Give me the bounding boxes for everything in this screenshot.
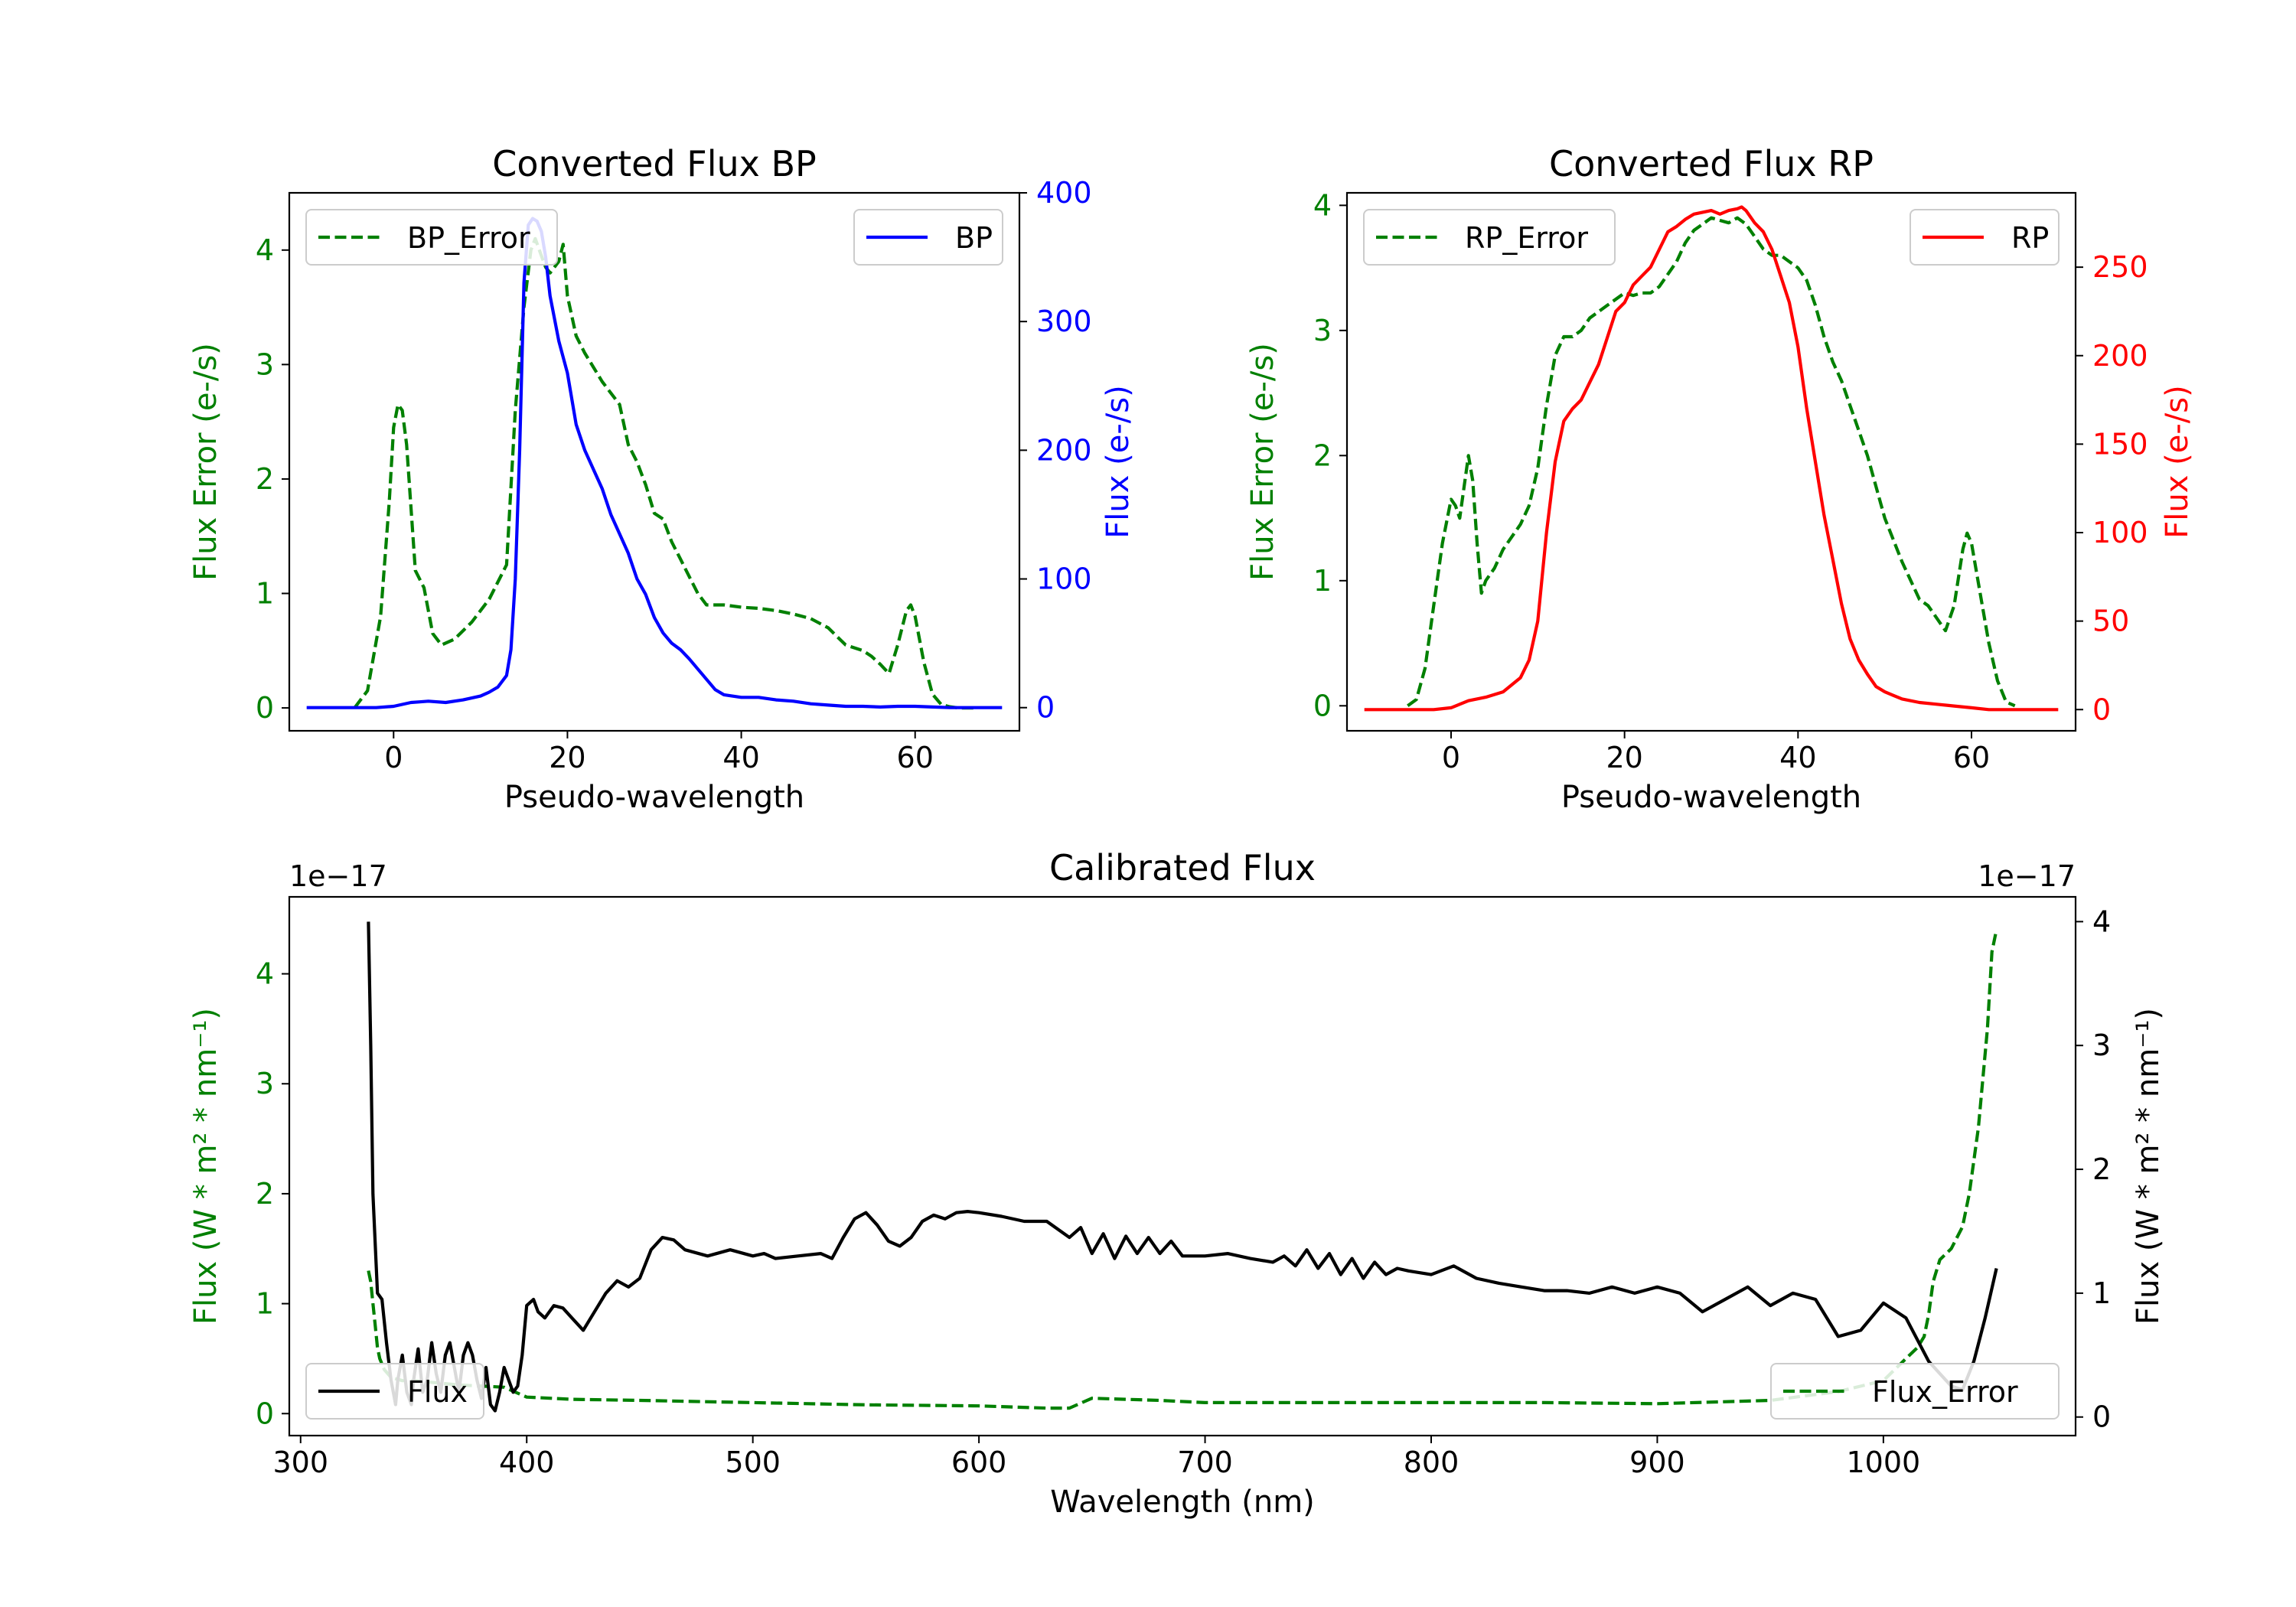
y-left-axis-label: Flux Error (e-/s) bbox=[1245, 343, 1280, 581]
axes-frame bbox=[288, 895, 2077, 1437]
y-left-tick-label: 0 bbox=[256, 691, 274, 725]
y-left-tick-label: 1 bbox=[256, 577, 274, 611]
axes-frame bbox=[288, 191, 1021, 732]
y-right-axis-label: Flux (e-/s) bbox=[2160, 385, 2195, 538]
legend-label: BP bbox=[955, 221, 993, 255]
legend-flux: BP bbox=[853, 209, 1003, 266]
legend-label: RP_Error bbox=[1465, 221, 1588, 255]
x-axis-label: Wavelength (nm) bbox=[1050, 1485, 1315, 1520]
chart-calibrated-panel: 300 400 500 600 700 800 900 1000 0 1 2 3 4 0 1 2 3 4 Calib… bbox=[188, 847, 2166, 1520]
y-right-tick-label: 100 bbox=[1036, 562, 1092, 596]
legend-flux: RP bbox=[1910, 209, 2060, 266]
x-tick-label: 20 bbox=[549, 741, 585, 774]
y-right-tick-label: 200 bbox=[1036, 433, 1092, 467]
legend-label: BP_Error bbox=[407, 221, 530, 255]
y-right-tick-label: 100 bbox=[2092, 516, 2148, 549]
x-tick-label: 60 bbox=[1953, 741, 1990, 774]
legend-label: RP bbox=[2011, 221, 2049, 255]
legend-frame bbox=[1363, 209, 1616, 266]
y-left-tick-label: 4 bbox=[1313, 188, 1332, 222]
y-left-tick-label: 0 bbox=[256, 1397, 274, 1430]
series-line-bp-error bbox=[353, 236, 977, 710]
legend-error: RP_Error bbox=[1363, 209, 1616, 266]
y-right-tick-label: 2 bbox=[2092, 1152, 2111, 1186]
series-line-rp bbox=[1364, 205, 2059, 712]
x-axis-label: Pseudo-wavelength bbox=[504, 780, 804, 815]
y-left-axis-label: Flux Error (e-/s) bbox=[188, 343, 223, 581]
x-tick-label: 0 bbox=[1442, 741, 1460, 774]
x-tick-label: 400 bbox=[499, 1446, 555, 1479]
y-left-tick-label: 1 bbox=[256, 1287, 274, 1321]
y-left-tick-label: 2 bbox=[256, 462, 274, 496]
y-right-tick-label: 200 bbox=[2092, 339, 2148, 373]
y-left-offset-label: 1e−17 bbox=[289, 859, 387, 893]
y-right-tick-label: 300 bbox=[1036, 305, 1092, 338]
y-right-tick-label: 4 bbox=[2092, 905, 2111, 938]
x-tick-label: 700 bbox=[1177, 1446, 1233, 1479]
legend-frame bbox=[853, 209, 1003, 266]
x-axis-label: Pseudo-wavelength bbox=[1561, 780, 1861, 815]
chart-title: Converted Flux RP bbox=[1549, 143, 1874, 184]
x-tick-label: 20 bbox=[1606, 741, 1642, 774]
legend-error: Flux_Error bbox=[1770, 1363, 2060, 1420]
y-right-tick-label: 3 bbox=[2092, 1028, 2111, 1062]
axes-frame bbox=[1345, 191, 2077, 732]
chart-title: Calibrated Flux bbox=[1049, 847, 1316, 888]
y-left-tick-label: 3 bbox=[1313, 314, 1332, 347]
legend-error: BP_Error bbox=[305, 209, 558, 266]
y-right-tick-label: 400 bbox=[1036, 176, 1092, 210]
x-tick-label: 900 bbox=[1629, 1446, 1685, 1479]
series-line-rp-error bbox=[1407, 216, 2016, 708]
y-right-tick-label: 150 bbox=[2092, 427, 2148, 461]
legend-label: Flux_Error bbox=[1872, 1375, 2018, 1409]
y-right-axis-label: Flux (W * m² * nm⁻¹) bbox=[2131, 1008, 2166, 1325]
x-tick-label: 1000 bbox=[1847, 1446, 1921, 1479]
legend-frame bbox=[305, 1363, 484, 1420]
y-right-tick-label: 1 bbox=[2092, 1276, 2111, 1310]
y-left-tick-label: 3 bbox=[256, 1067, 274, 1100]
y-left-tick-label: 0 bbox=[1313, 689, 1332, 722]
x-tick-label: 40 bbox=[722, 741, 759, 774]
legend-label: Flux bbox=[407, 1375, 468, 1409]
y-right-axis-label: Flux (e-/s) bbox=[1101, 385, 1136, 538]
y-left-tick-label: 1 bbox=[1313, 564, 1332, 598]
y-left-tick-label: 4 bbox=[256, 233, 274, 267]
series-line-bp bbox=[306, 217, 1003, 709]
y-left-tick-label: 2 bbox=[256, 1177, 274, 1211]
y-left-tick-label: 3 bbox=[256, 347, 274, 381]
x-tick-label: 0 bbox=[384, 741, 403, 774]
legend-frame bbox=[305, 209, 558, 266]
y-right-tick-label: 0 bbox=[2092, 693, 2111, 726]
legend-frame bbox=[1770, 1363, 2060, 1420]
x-tick-label: 300 bbox=[273, 1446, 329, 1479]
x-tick-label: 500 bbox=[725, 1446, 781, 1479]
y-right-offset-label: 1e−17 bbox=[1978, 859, 2076, 893]
y-left-tick-label: 4 bbox=[256, 957, 274, 991]
x-tick-label: 800 bbox=[1404, 1446, 1459, 1479]
y-right-tick-label: 0 bbox=[1036, 691, 1055, 725]
legend-flux: Flux bbox=[305, 1363, 484, 1420]
legend-frame bbox=[1910, 209, 2060, 266]
y-right-tick-label: 250 bbox=[2092, 250, 2148, 284]
y-left-tick-label: 2 bbox=[1313, 438, 1332, 472]
y-right-tick-label: 50 bbox=[2092, 605, 2129, 638]
chart-title: Converted Flux BP bbox=[492, 143, 817, 184]
y-left-axis-label: Flux (W * m² * nm⁻¹) bbox=[188, 1008, 223, 1325]
x-tick-label: 60 bbox=[897, 741, 934, 774]
x-tick-label: 600 bbox=[951, 1446, 1007, 1479]
y-right-tick-label: 0 bbox=[2092, 1400, 2111, 1434]
x-tick-label: 40 bbox=[1779, 741, 1816, 774]
